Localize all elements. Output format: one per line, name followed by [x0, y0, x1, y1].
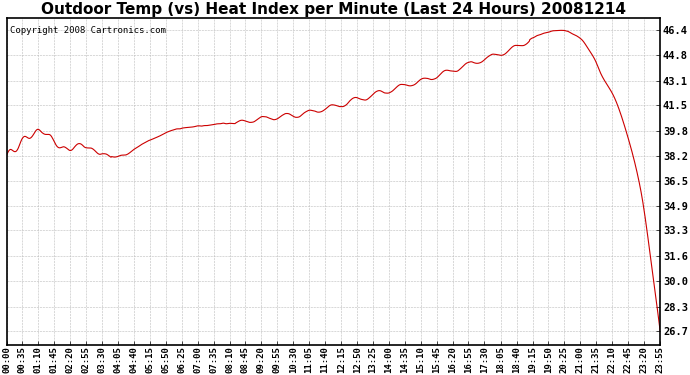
Title: Outdoor Temp (vs) Heat Index per Minute (Last 24 Hours) 20081214: Outdoor Temp (vs) Heat Index per Minute … — [41, 2, 626, 17]
Text: Copyright 2008 Cartronics.com: Copyright 2008 Cartronics.com — [10, 26, 166, 35]
